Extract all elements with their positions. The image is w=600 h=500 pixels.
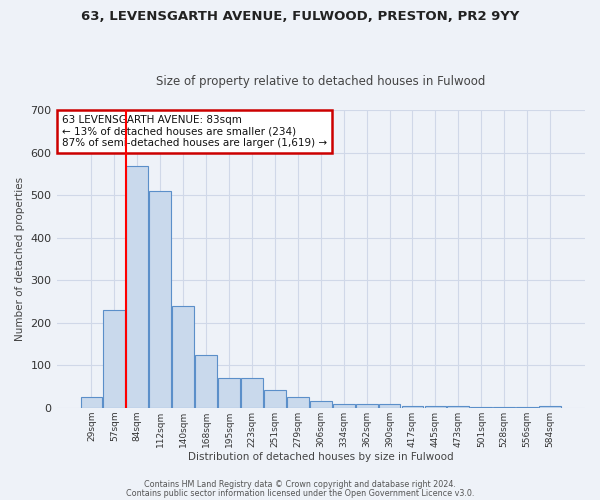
Bar bbox=[310, 402, 332, 408]
Bar bbox=[493, 407, 515, 408]
Bar bbox=[356, 404, 377, 408]
Bar bbox=[103, 310, 125, 408]
Text: Contains public sector information licensed under the Open Government Licence v3: Contains public sector information licen… bbox=[126, 488, 474, 498]
Bar bbox=[379, 404, 400, 408]
Bar bbox=[149, 191, 171, 408]
Text: 63 LEVENSGARTH AVENUE: 83sqm
← 13% of detached houses are smaller (234)
87% of s: 63 LEVENSGARTH AVENUE: 83sqm ← 13% of de… bbox=[62, 115, 327, 148]
Bar bbox=[448, 406, 469, 408]
Bar bbox=[287, 397, 309, 408]
Bar bbox=[333, 404, 355, 408]
Bar bbox=[127, 166, 148, 408]
X-axis label: Distribution of detached houses by size in Fulwood: Distribution of detached houses by size … bbox=[188, 452, 454, 462]
Bar bbox=[539, 406, 561, 408]
Bar bbox=[80, 397, 103, 408]
Bar bbox=[470, 406, 492, 408]
Bar bbox=[401, 406, 424, 408]
Y-axis label: Number of detached properties: Number of detached properties bbox=[15, 177, 25, 341]
Text: Contains HM Land Registry data © Crown copyright and database right 2024.: Contains HM Land Registry data © Crown c… bbox=[144, 480, 456, 489]
Bar bbox=[195, 354, 217, 408]
Bar bbox=[241, 378, 263, 408]
Bar bbox=[172, 306, 194, 408]
Bar bbox=[425, 406, 446, 408]
Title: Size of property relative to detached houses in Fulwood: Size of property relative to detached ho… bbox=[156, 76, 485, 88]
Bar bbox=[264, 390, 286, 408]
Bar bbox=[218, 378, 240, 408]
Text: 63, LEVENSGARTH AVENUE, FULWOOD, PRESTON, PR2 9YY: 63, LEVENSGARTH AVENUE, FULWOOD, PRESTON… bbox=[81, 10, 519, 23]
